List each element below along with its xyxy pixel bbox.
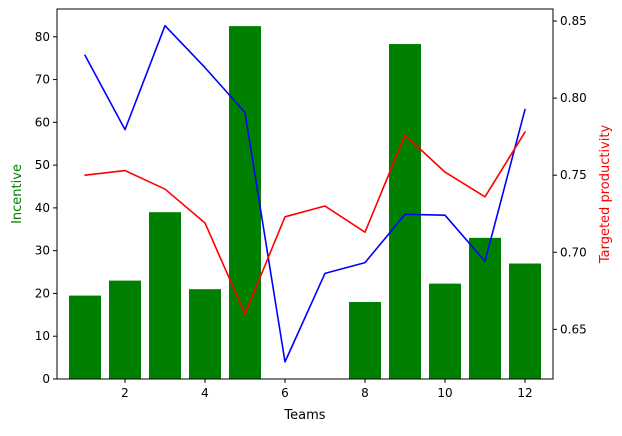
y-right-axis-label: Targeted productivity — [598, 125, 613, 265]
bar-team-5 — [229, 26, 261, 379]
bar-team-1 — [69, 295, 101, 379]
x-axis-ticks: 2 4 6 8 10 12 — [121, 379, 533, 400]
y-right-tick-label: 0.70 — [560, 245, 587, 259]
bar-team-3 — [149, 212, 181, 379]
bar-team-9 — [389, 44, 421, 380]
y-left-tick-label: 80 — [35, 30, 50, 44]
x-tick-label: 12 — [517, 386, 532, 400]
bar-team-4 — [189, 289, 221, 379]
y-right-axis-ticks: 0.65 0.70 0.75 0.80 0.85 — [553, 14, 587, 336]
y-left-axis-ticks: 0 10 20 30 40 50 60 70 80 — [35, 30, 57, 386]
plot-frame — [56, 8, 554, 380]
y-left-tick-label: 50 — [35, 158, 50, 172]
x-axis-label: Teams — [283, 408, 325, 423]
bar-team-12 — [509, 263, 541, 379]
x-tick-label: 10 — [437, 386, 452, 400]
y-left-tick-label: 30 — [35, 244, 50, 258]
y-right-tick-label: 0.65 — [560, 322, 587, 336]
y-right-tick-label: 0.75 — [560, 168, 587, 182]
y-right-tick-label: 0.80 — [560, 91, 587, 105]
y-left-tick-label: 60 — [35, 115, 50, 129]
bar-team-2 — [109, 280, 141, 379]
y-left-axis-label: Incentive — [10, 164, 25, 224]
y-left-tick-label: 20 — [35, 286, 50, 300]
x-tick-label: 8 — [361, 386, 369, 400]
y-left-tick-label: 0 — [42, 372, 50, 386]
x-tick-label: 2 — [121, 386, 129, 400]
bar-team-10 — [429, 283, 461, 379]
y-right-tick-label: 0.85 — [560, 14, 587, 28]
series-line-red — [84, 131, 526, 315]
y-left-tick-label: 10 — [35, 329, 50, 343]
bars-layer — [69, 26, 541, 380]
x-tick-label: 6 — [281, 386, 289, 400]
y-left-tick-label: 70 — [35, 73, 50, 87]
x-tick-label: 4 — [201, 386, 209, 400]
lines-layer — [84, 24, 526, 363]
series-line-blue — [84, 24, 526, 363]
bar-team-8 — [349, 302, 381, 379]
y-left-tick-label: 40 — [35, 201, 50, 215]
